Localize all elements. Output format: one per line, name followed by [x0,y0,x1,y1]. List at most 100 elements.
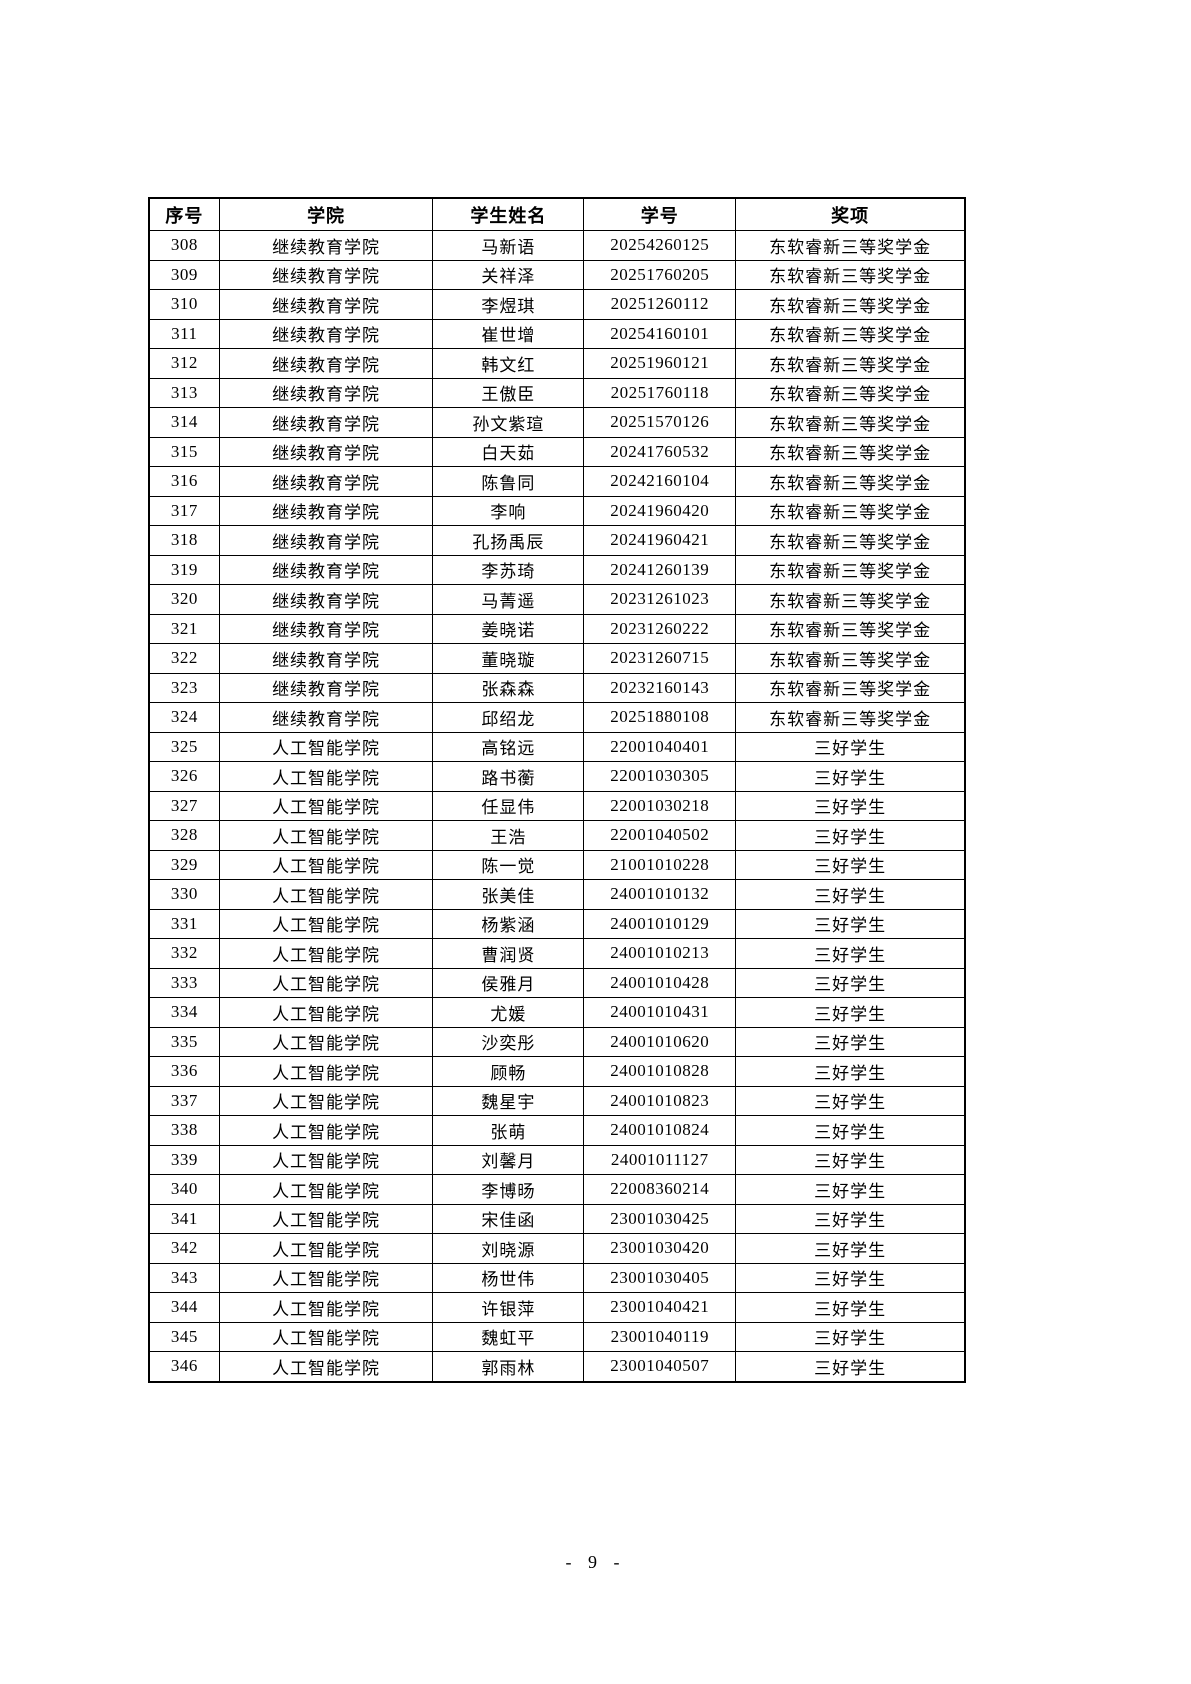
table-row: 342 人工智能学院 刘晓源 23001030420 三好学生 [148,1233,966,1264]
cell-student_id: 20251260112 [583,289,737,320]
cell-name: 关祥泽 [432,259,585,290]
cell-college: 人工智能学院 [218,1292,434,1323]
cell-name: 杨紫涵 [432,908,585,939]
cell-name: 陈一觉 [432,849,585,880]
cell-no: 340 [148,1174,220,1205]
cell-award: 三好学生 [735,1262,966,1293]
cell-name: 沙奕彤 [432,1026,585,1057]
cell-name: 陈鲁同 [432,466,585,497]
table-row: 313 继续教育学院 王傲臣 20251760118 东软睿新三等奖学金 [148,377,966,408]
cell-student_id: 23001030420 [583,1233,737,1264]
cell-name: 魏虹平 [432,1321,585,1352]
cell-college: 继续教育学院 [218,702,434,733]
cell-award: 东软睿新三等奖学金 [735,643,966,674]
cell-college: 人工智能学院 [218,1174,434,1205]
cell-college: 人工智能学院 [218,938,434,969]
cell-student_id: 24001010213 [583,938,737,969]
cell-college: 人工智能学院 [218,1351,434,1382]
cell-no: 313 [148,377,220,408]
cell-student_id: 20251760118 [583,377,737,408]
cell-award: 三好学生 [735,879,966,910]
cell-no: 334 [148,997,220,1028]
cell-name: 张萌 [432,1115,585,1146]
cell-college: 人工智能学院 [218,879,434,910]
table-row: 329 人工智能学院 陈一觉 21001010228 三好学生 [148,849,966,880]
table-row: 341 人工智能学院 宋佳函 23001030425 三好学生 [148,1203,966,1234]
cell-no: 310 [148,289,220,320]
cell-no: 337 [148,1085,220,1116]
cell-name: 李苏琦 [432,554,585,585]
cell-name: 宋佳函 [432,1203,585,1234]
cell-award: 东软睿新三等奖学金 [735,554,966,585]
cell-student_id: 20241960421 [583,525,737,556]
cell-college: 人工智能学院 [218,1233,434,1264]
cell-student_id: 20251880108 [583,702,737,733]
table-row: 339 人工智能学院 刘馨月 24001011127 三好学生 [148,1144,966,1175]
table-row: 328 人工智能学院 王浩 22001040502 三好学生 [148,820,966,851]
cell-award: 三好学生 [735,1203,966,1234]
cell-college: 人工智能学院 [218,1321,434,1352]
cell-name: 魏星宇 [432,1085,585,1116]
cell-award: 东软睿新三等奖学金 [735,377,966,408]
cell-no: 315 [148,436,220,467]
cell-no: 335 [148,1026,220,1057]
cell-student_id: 20231260222 [583,613,737,644]
cell-college: 人工智能学院 [218,1203,434,1234]
cell-award: 三好学生 [735,1321,966,1352]
table-row: 322 继续教育学院 董晓璇 20231260715 东软睿新三等奖学金 [148,643,966,674]
cell-name: 尤媛 [432,997,585,1028]
cell-college: 继续教育学院 [218,554,434,585]
cell-no: 342 [148,1233,220,1264]
table-row: 319 继续教育学院 李苏琦 20241260139 东软睿新三等奖学金 [148,554,966,585]
cell-college: 继续教育学院 [218,318,434,349]
table-row: 327 人工智能学院 任显伟 22001030218 三好学生 [148,790,966,821]
cell-no: 312 [148,348,220,379]
cell-student_id: 24001010828 [583,1056,737,1087]
cell-college: 人工智能学院 [218,1115,434,1146]
cell-student_id: 23001040507 [583,1351,737,1382]
cell-college: 人工智能学院 [218,1144,434,1175]
table-row: 338 人工智能学院 张萌 24001010824 三好学生 [148,1115,966,1146]
table-row: 331 人工智能学院 杨紫涵 24001010129 三好学生 [148,908,966,939]
cell-award: 三好学生 [735,1115,966,1146]
cell-no: 331 [148,908,220,939]
cell-student_id: 23001040119 [583,1321,737,1352]
cell-no: 339 [148,1144,220,1175]
column-header-award: 奖项 [735,197,966,231]
cell-college: 继续教育学院 [218,289,434,320]
table-row: 315 继续教育学院 白天茹 20241760532 东软睿新三等奖学金 [148,436,966,467]
cell-award: 三好学生 [735,849,966,880]
cell-student_id: 20241260139 [583,554,737,585]
cell-award: 三好学生 [735,1056,966,1087]
cell-student_id: 20232160143 [583,672,737,703]
table-row: 321 继续教育学院 姜晓诺 20231260222 东软睿新三等奖学金 [148,613,966,644]
cell-student_id: 20241760532 [583,436,737,467]
table-header: 序号 学院 学生姓名 学号 奖项 [148,197,966,231]
cell-award: 三好学生 [735,908,966,939]
cell-award: 三好学生 [735,761,966,792]
cell-award: 三好学生 [735,997,966,1028]
cell-college: 人工智能学院 [218,967,434,998]
cell-college: 继续教育学院 [218,495,434,526]
table-row: 332 人工智能学院 曹润贤 24001010213 三好学生 [148,938,966,969]
table-row: 317 继续教育学院 李响 20241960420 东软睿新三等奖学金 [148,495,966,526]
cell-no: 345 [148,1321,220,1352]
cell-no: 322 [148,643,220,674]
cell-college: 继续教育学院 [218,466,434,497]
cell-name: 李博旸 [432,1174,585,1205]
cell-name: 李响 [432,495,585,526]
cell-no: 327 [148,790,220,821]
cell-college: 继续教育学院 [218,584,434,615]
cell-no: 309 [148,259,220,290]
cell-college: 人工智能学院 [218,1085,434,1116]
cell-college: 人工智能学院 [218,1056,434,1087]
cell-college: 继续教育学院 [218,525,434,556]
cell-student_id: 20241960420 [583,495,737,526]
cell-award: 三好学生 [735,820,966,851]
cell-no: 321 [148,613,220,644]
cell-no: 311 [148,318,220,349]
cell-no: 324 [148,702,220,733]
cell-name: 顾畅 [432,1056,585,1087]
cell-college: 人工智能学院 [218,997,434,1028]
